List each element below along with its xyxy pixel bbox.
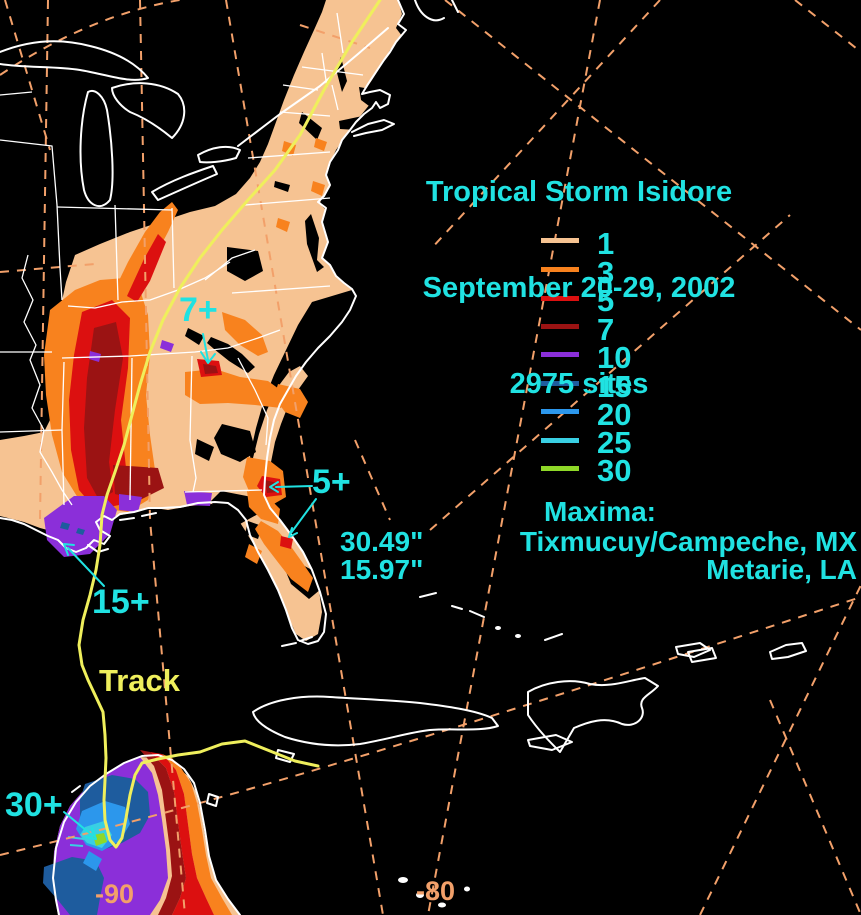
legend-label-3: 3 — [597, 255, 615, 290]
graticule-line — [794, 0, 861, 53]
legend-swatch-1 — [541, 238, 579, 243]
maxima-row-2: 15.97" Metarie, LA — [340, 554, 857, 586]
graticule-line — [444, 0, 861, 331]
legend-label-10: 10 — [597, 340, 632, 375]
legend-swatch-3 — [541, 267, 579, 272]
track-label: Track — [99, 663, 181, 698]
legend-swatch-15 — [541, 381, 579, 386]
st-lawrence — [237, 27, 389, 147]
graticule-line — [0, 0, 181, 76]
contour-fill-30in — [93, 833, 107, 846]
legend-label-5: 5 — [597, 283, 615, 318]
graticule-line — [769, 699, 861, 915]
legend-swatch-20 — [541, 409, 579, 414]
cozumel — [206, 793, 219, 807]
graticule-line — [299, 24, 371, 49]
bahamas — [419, 592, 807, 660]
title-line3: 2975 sites — [509, 368, 649, 400]
legend-swatches — [541, 238, 579, 471]
legend-label-7: 7 — [597, 312, 615, 347]
arrow-5plus-a — [269, 481, 313, 493]
maxima-value-2: 15.97" — [340, 554, 424, 585]
title-line2: September 20-29, 2002 — [422, 272, 736, 304]
graticule-line — [4, 0, 51, 151]
graticule-line — [354, 439, 391, 521]
map-title: Tropical Storm Isidore September 20-29, … — [396, 112, 762, 464]
maxima-value-1: 30.49" — [340, 526, 424, 557]
coastlines — [0, 0, 807, 915]
legend-swatch-5 — [541, 296, 579, 301]
contour-fill-7in — [84, 322, 278, 915]
legend-label-1: 1 — [597, 226, 615, 261]
yucatan-lagoon — [71, 785, 81, 793]
legend-swatch-7 — [541, 324, 579, 329]
yucatan-coast — [52, 754, 241, 915]
lon-label-90: -90 — [95, 879, 135, 909]
meridian-line — [139, 0, 186, 915]
canada-coast — [414, 0, 459, 22]
arrow-5plus-b — [288, 498, 317, 538]
us-coast — [0, 0, 407, 645]
legend-label-25: 25 — [597, 425, 632, 460]
storm-track-line — [77, 0, 382, 849]
graticule-line — [429, 214, 791, 531]
arrow-15plus — [63, 543, 105, 587]
state-borders — [0, 12, 364, 506]
legend-label-20: 20 — [597, 397, 632, 432]
graticule-line — [429, 0, 661, 251]
caribbean-islets — [398, 626, 521, 908]
long-island — [351, 119, 395, 137]
annotation-arrows — [63, 333, 317, 840]
lake-huron — [111, 82, 186, 139]
graticule-line — [699, 584, 861, 915]
legend-label-15: 15 — [597, 369, 632, 404]
puerto-rico — [687, 647, 717, 663]
legend-swatch-30 — [541, 466, 579, 471]
maxima-site-2: Metarie, LA — [706, 554, 857, 585]
lake-erie — [151, 165, 218, 201]
maxima-heading: Maxima: — [543, 496, 657, 527]
florida-keys — [281, 636, 313, 647]
isla-juventud — [275, 749, 295, 763]
cuba — [252, 695, 499, 747]
annotation-5plus: 5+ — [312, 463, 351, 501]
lake-michigan — [79, 90, 114, 208]
jamaica — [527, 734, 573, 751]
arrow-7plus — [200, 333, 216, 364]
legend-swatch-25 — [541, 438, 579, 443]
title-line1: Tropical Storm Isidore — [425, 176, 733, 208]
annotation-30plus: 30+ — [5, 786, 63, 824]
annotation-15plus: 15+ — [92, 583, 150, 621]
lon-label-80: -80 — [416, 876, 456, 906]
meridian-line — [39, 0, 49, 521]
legend-label-30: 30 — [597, 453, 632, 488]
lake-ontario — [197, 145, 241, 164]
lake-superior — [0, 40, 149, 81]
arrow-30plus — [63, 811, 97, 840]
maxima-row-1: 30.49" Tixmucuy/Campeche, MX — [340, 526, 857, 558]
hispaniola — [527, 677, 659, 753]
annotation-7plus: 7+ — [179, 291, 218, 329]
meridian-line — [225, 0, 384, 915]
legend-swatch-10 — [541, 352, 579, 357]
maxima-site-1: Tixmucuy/Campeche, MX — [519, 526, 857, 557]
